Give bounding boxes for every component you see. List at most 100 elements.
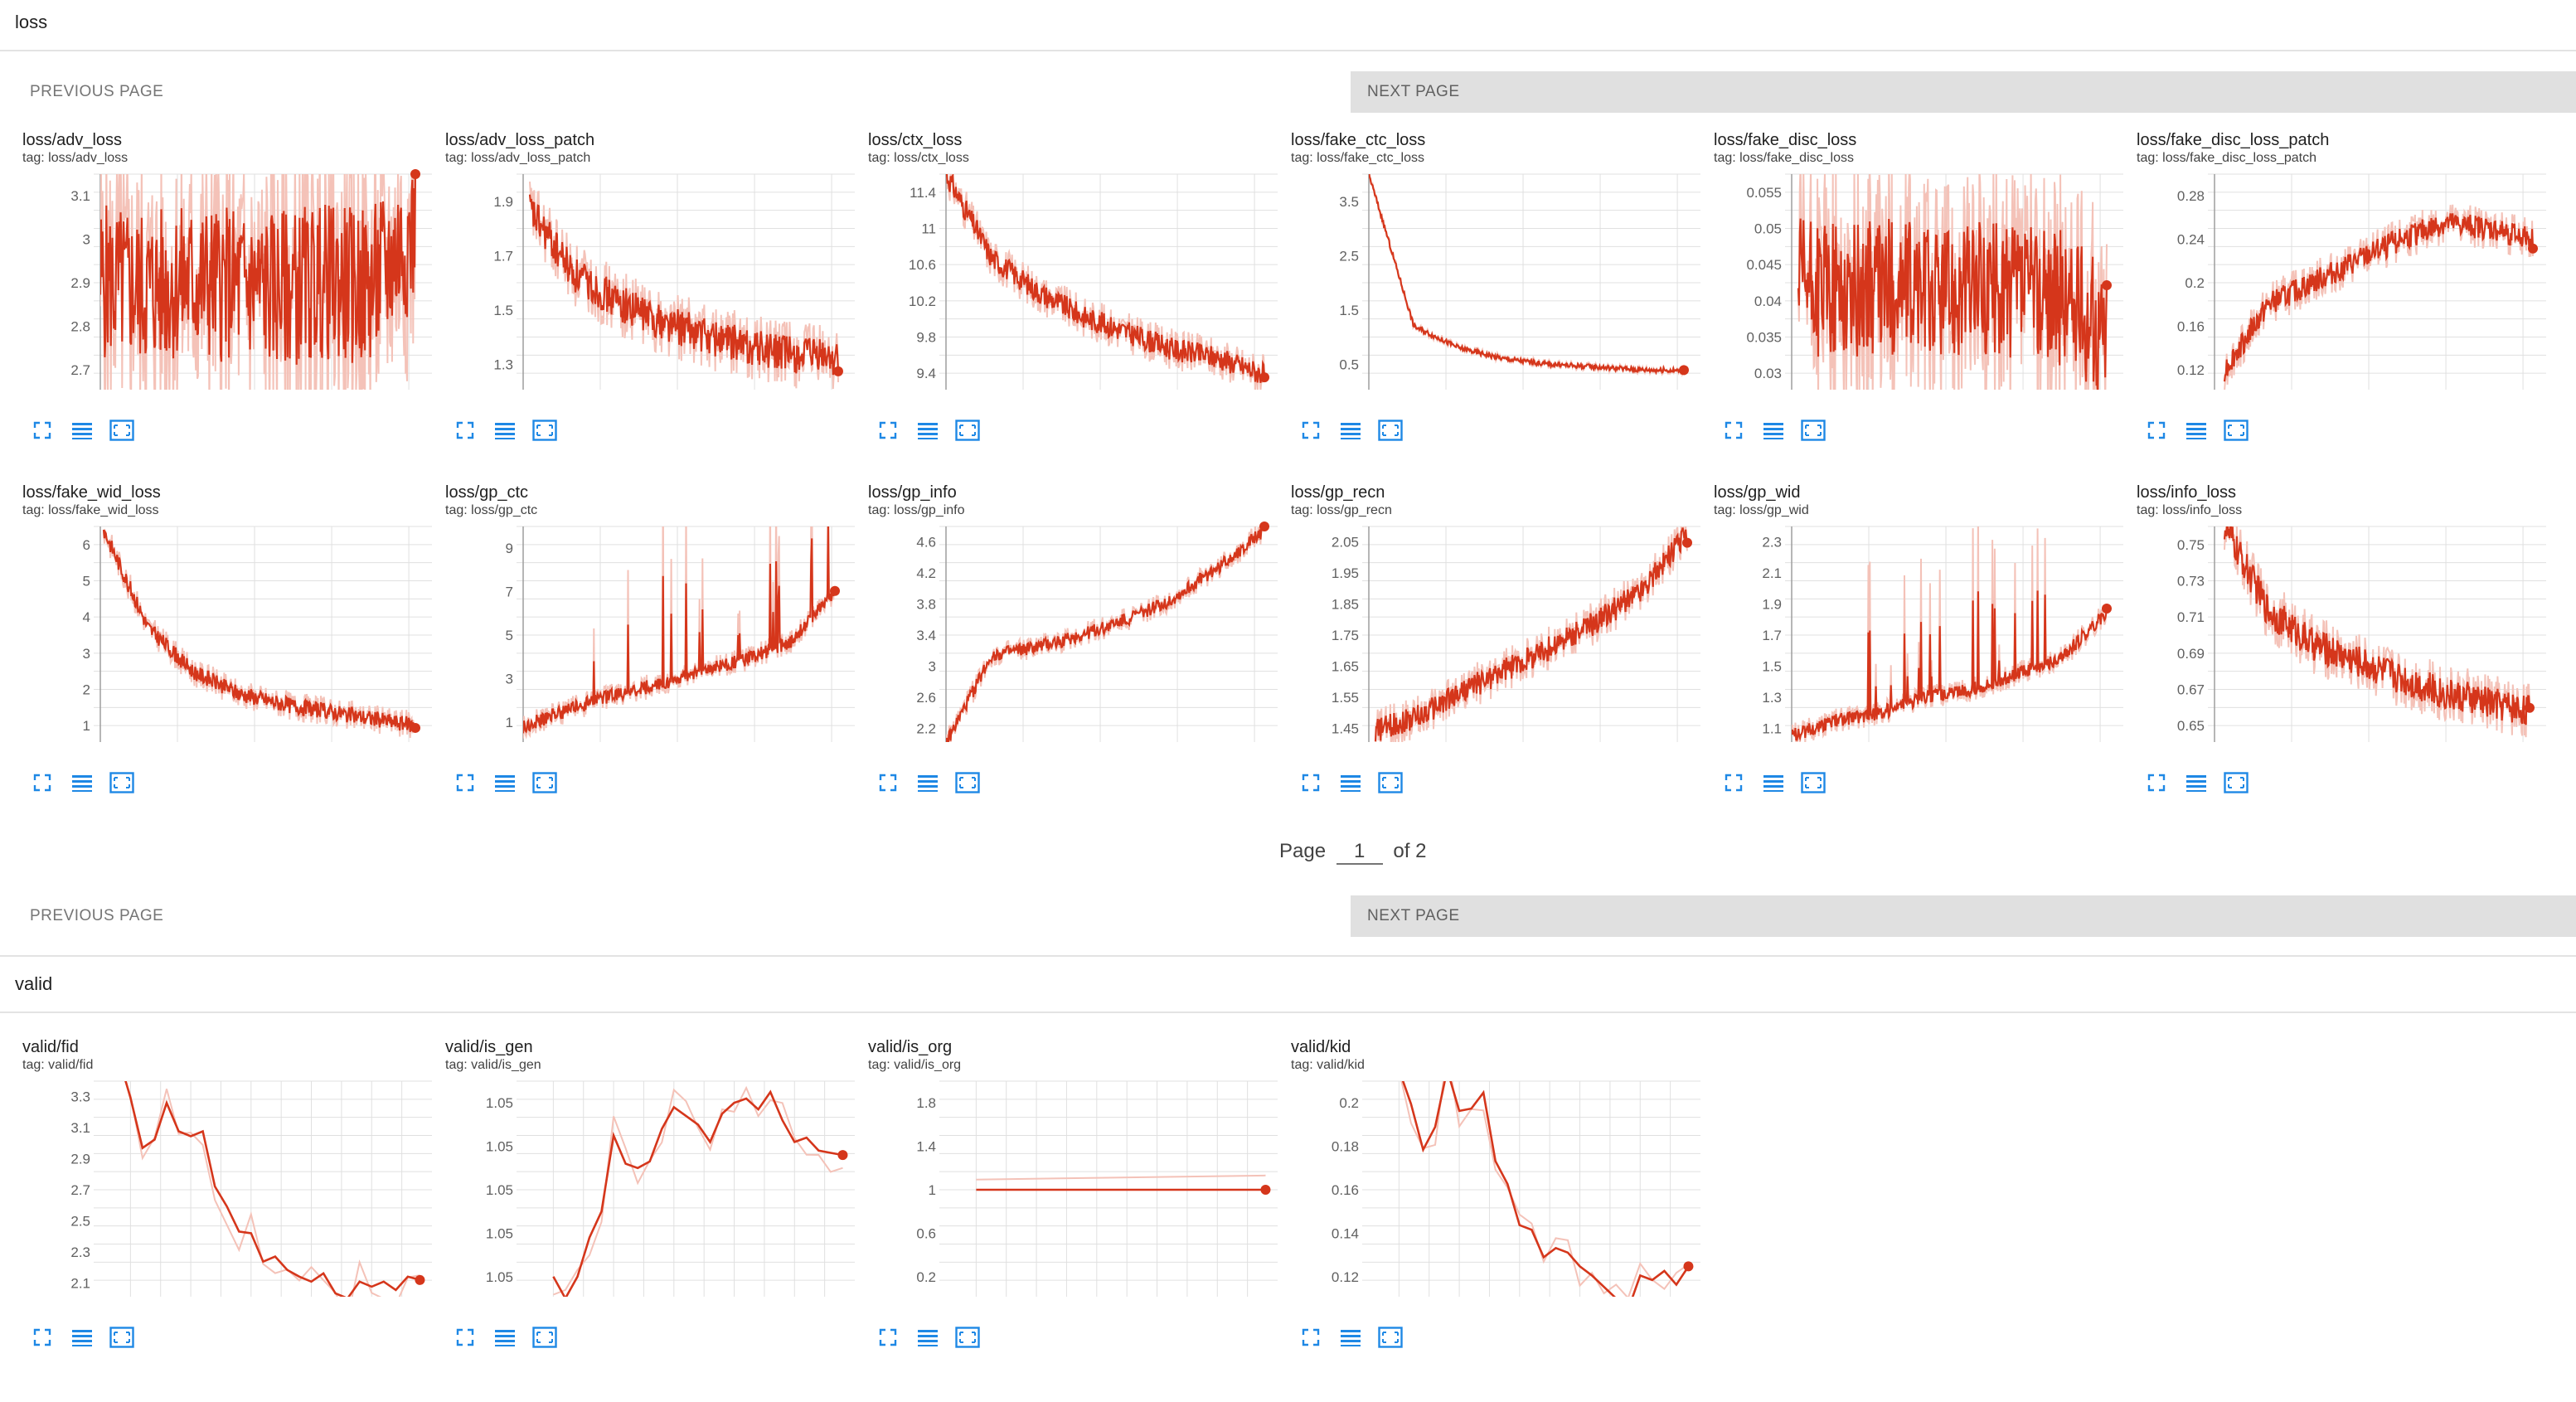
fullscreen-icon[interactable] (875, 418, 901, 443)
fullscreen-icon[interactable] (29, 770, 56, 795)
chart-plot[interactable]: 0100k200k300k400k0.030.0350.040.0450.050… (1714, 167, 2128, 390)
fit-domain-icon[interactable] (531, 1325, 558, 1350)
y-tick-label: 1 (929, 1182, 936, 1198)
fullscreen-icon[interactable] (29, 1325, 56, 1350)
section-header-loss[interactable]: loss (0, 0, 2576, 51)
y-tick-label: 3 (506, 671, 513, 686)
fullscreen-icon[interactable] (1298, 1325, 1324, 1350)
fullscreen-icon[interactable] (2143, 418, 2170, 443)
chart-plot[interactable]: 0100k200k300k400k2.22.633.43.84.24.6 (868, 520, 1283, 742)
fullscreen-icon[interactable] (452, 418, 478, 443)
fullscreen-icon[interactable] (1298, 770, 1324, 795)
y-tick-label: 1.7 (493, 248, 513, 264)
y-tick-label: 1 (506, 715, 513, 730)
fullscreen-icon[interactable] (1720, 418, 1747, 443)
y-tick-label: 7 (506, 585, 513, 600)
chart-plot[interactable]: 202530354045505560650.120.140.160.180.2 (1291, 1075, 1705, 1297)
data-table-icon[interactable] (1337, 770, 1364, 795)
fullscreen-icon[interactable] (452, 770, 478, 795)
data-table-icon[interactable] (2183, 418, 2210, 443)
chart-plot[interactable]: 0100k200k300k400k1.31.51.71.9 (445, 167, 860, 390)
data-table-icon[interactable] (492, 770, 518, 795)
y-tick-label: 11 (921, 221, 936, 237)
y-tick-label: 0.16 (2177, 318, 2205, 334)
data-table-icon[interactable] (492, 1325, 518, 1350)
y-tick-label: 0.035 (1746, 330, 1782, 346)
chart-plot[interactable]: 0100k200k300k400k0.51.52.53.5 (1291, 167, 1705, 390)
data-table-icon[interactable] (914, 1325, 941, 1350)
fit-domain-icon[interactable] (531, 418, 558, 443)
chart-actions (29, 770, 135, 795)
data-table-icon[interactable] (2183, 770, 2210, 795)
data-table-icon[interactable] (1337, 1325, 1364, 1350)
chart-title: valid/kid (1291, 1038, 1351, 1056)
chart-plot[interactable]: 202530354045505560651.051.051.051.051.05 (445, 1075, 860, 1297)
fit-domain-icon[interactable] (2223, 418, 2249, 443)
fullscreen-icon[interactable] (1298, 418, 1324, 443)
chart-plot[interactable]: 202530354045505560652.12.32.52.72.93.13.… (22, 1075, 437, 1297)
previous-page-button-bottom[interactable]: PREVIOUS PAGE (30, 907, 164, 924)
y-tick-label: 1.3 (493, 357, 513, 372)
previous-page-button[interactable]: PREVIOUS PAGE (30, 83, 164, 100)
next-page-button-bottom[interactable]: NEXT PAGE (1351, 895, 2576, 937)
last-point-marker (830, 585, 840, 596)
chart-tag: tag: loss/gp_recn (1291, 503, 1392, 517)
fit-domain-icon[interactable] (1377, 770, 1404, 795)
fullscreen-icon[interactable] (2143, 770, 2170, 795)
y-tick-label: 1.45 (1332, 720, 1359, 736)
page-number-input[interactable]: 1 (1336, 833, 1383, 865)
chart-plot[interactable]: 0100k200k300k400k1.11.31.51.71.92.12.3 (1714, 520, 2128, 742)
chart-actions (452, 418, 558, 443)
y-tick-label: 2.7 (70, 1182, 90, 1198)
fit-domain-icon[interactable] (1800, 418, 1826, 443)
chart-plot[interactable]: 0100k200k300k400k123456 (22, 520, 437, 742)
data-table-icon[interactable] (1760, 770, 1787, 795)
next-page-button[interactable]: NEXT PAGE (1351, 71, 2576, 113)
chart-plot[interactable]: 0100k200k300k400k0.650.670.690.710.730.7… (2137, 520, 2551, 742)
data-table-icon[interactable] (69, 770, 95, 795)
data-table-icon[interactable] (1337, 418, 1364, 443)
chart-plot[interactable]: 0100k200k300k400k2.72.82.933.1 (22, 167, 437, 390)
fit-domain-icon[interactable] (954, 418, 981, 443)
data-table-icon[interactable] (69, 418, 95, 443)
fullscreen-icon[interactable] (875, 1325, 901, 1350)
smoothed-series-line (2223, 213, 2535, 382)
y-tick-label: 4 (83, 609, 90, 625)
y-tick-label: 0.16 (1332, 1182, 1359, 1198)
chart-actions (1720, 418, 1826, 443)
section-header-valid[interactable]: valid (0, 957, 2576, 1013)
section-divider (0, 955, 2576, 957)
fit-domain-icon[interactable] (954, 1325, 981, 1350)
data-table-icon[interactable] (1760, 418, 1787, 443)
chart-plot[interactable]: 0100k200k300k400k0.120.160.20.240.28 (2137, 167, 2551, 390)
fit-domain-icon[interactable] (109, 1325, 135, 1350)
fullscreen-icon[interactable] (29, 418, 56, 443)
smoothed-series-line (552, 1089, 843, 1297)
chart-actions (29, 418, 135, 443)
chart-tag: tag: loss/gp_ctc (445, 503, 538, 517)
data-table-icon[interactable] (492, 418, 518, 443)
data-table-icon[interactable] (914, 770, 941, 795)
fit-domain-icon[interactable] (1377, 418, 1404, 443)
fit-domain-icon[interactable] (2223, 770, 2249, 795)
fullscreen-icon[interactable] (875, 770, 901, 795)
smoothed-series-line (1401, 1081, 1690, 1297)
y-tick-label: 0.05 (1754, 221, 1782, 237)
chart-plot[interactable]: 202530354045505560650.20.611.41.8 (868, 1075, 1283, 1297)
fullscreen-icon[interactable] (1720, 770, 1747, 795)
data-table-icon[interactable] (914, 418, 941, 443)
fit-domain-icon[interactable] (1800, 770, 1826, 795)
fit-domain-icon[interactable] (954, 770, 981, 795)
data-table-icon[interactable] (69, 1325, 95, 1350)
last-point-marker (1259, 522, 1269, 531)
fit-domain-icon[interactable] (1377, 1325, 1404, 1350)
chart-plot[interactable]: 0100k200k300k400k13579 (445, 520, 860, 742)
fit-domain-icon[interactable] (109, 770, 135, 795)
chart-plot[interactable]: 0100k200k300k400k1.451.551.651.751.851.9… (1291, 520, 1705, 742)
fullscreen-icon[interactable] (452, 1325, 478, 1350)
fit-domain-icon[interactable] (109, 418, 135, 443)
y-tick-label: 0.24 (2177, 232, 2205, 248)
fit-domain-icon[interactable] (531, 770, 558, 795)
